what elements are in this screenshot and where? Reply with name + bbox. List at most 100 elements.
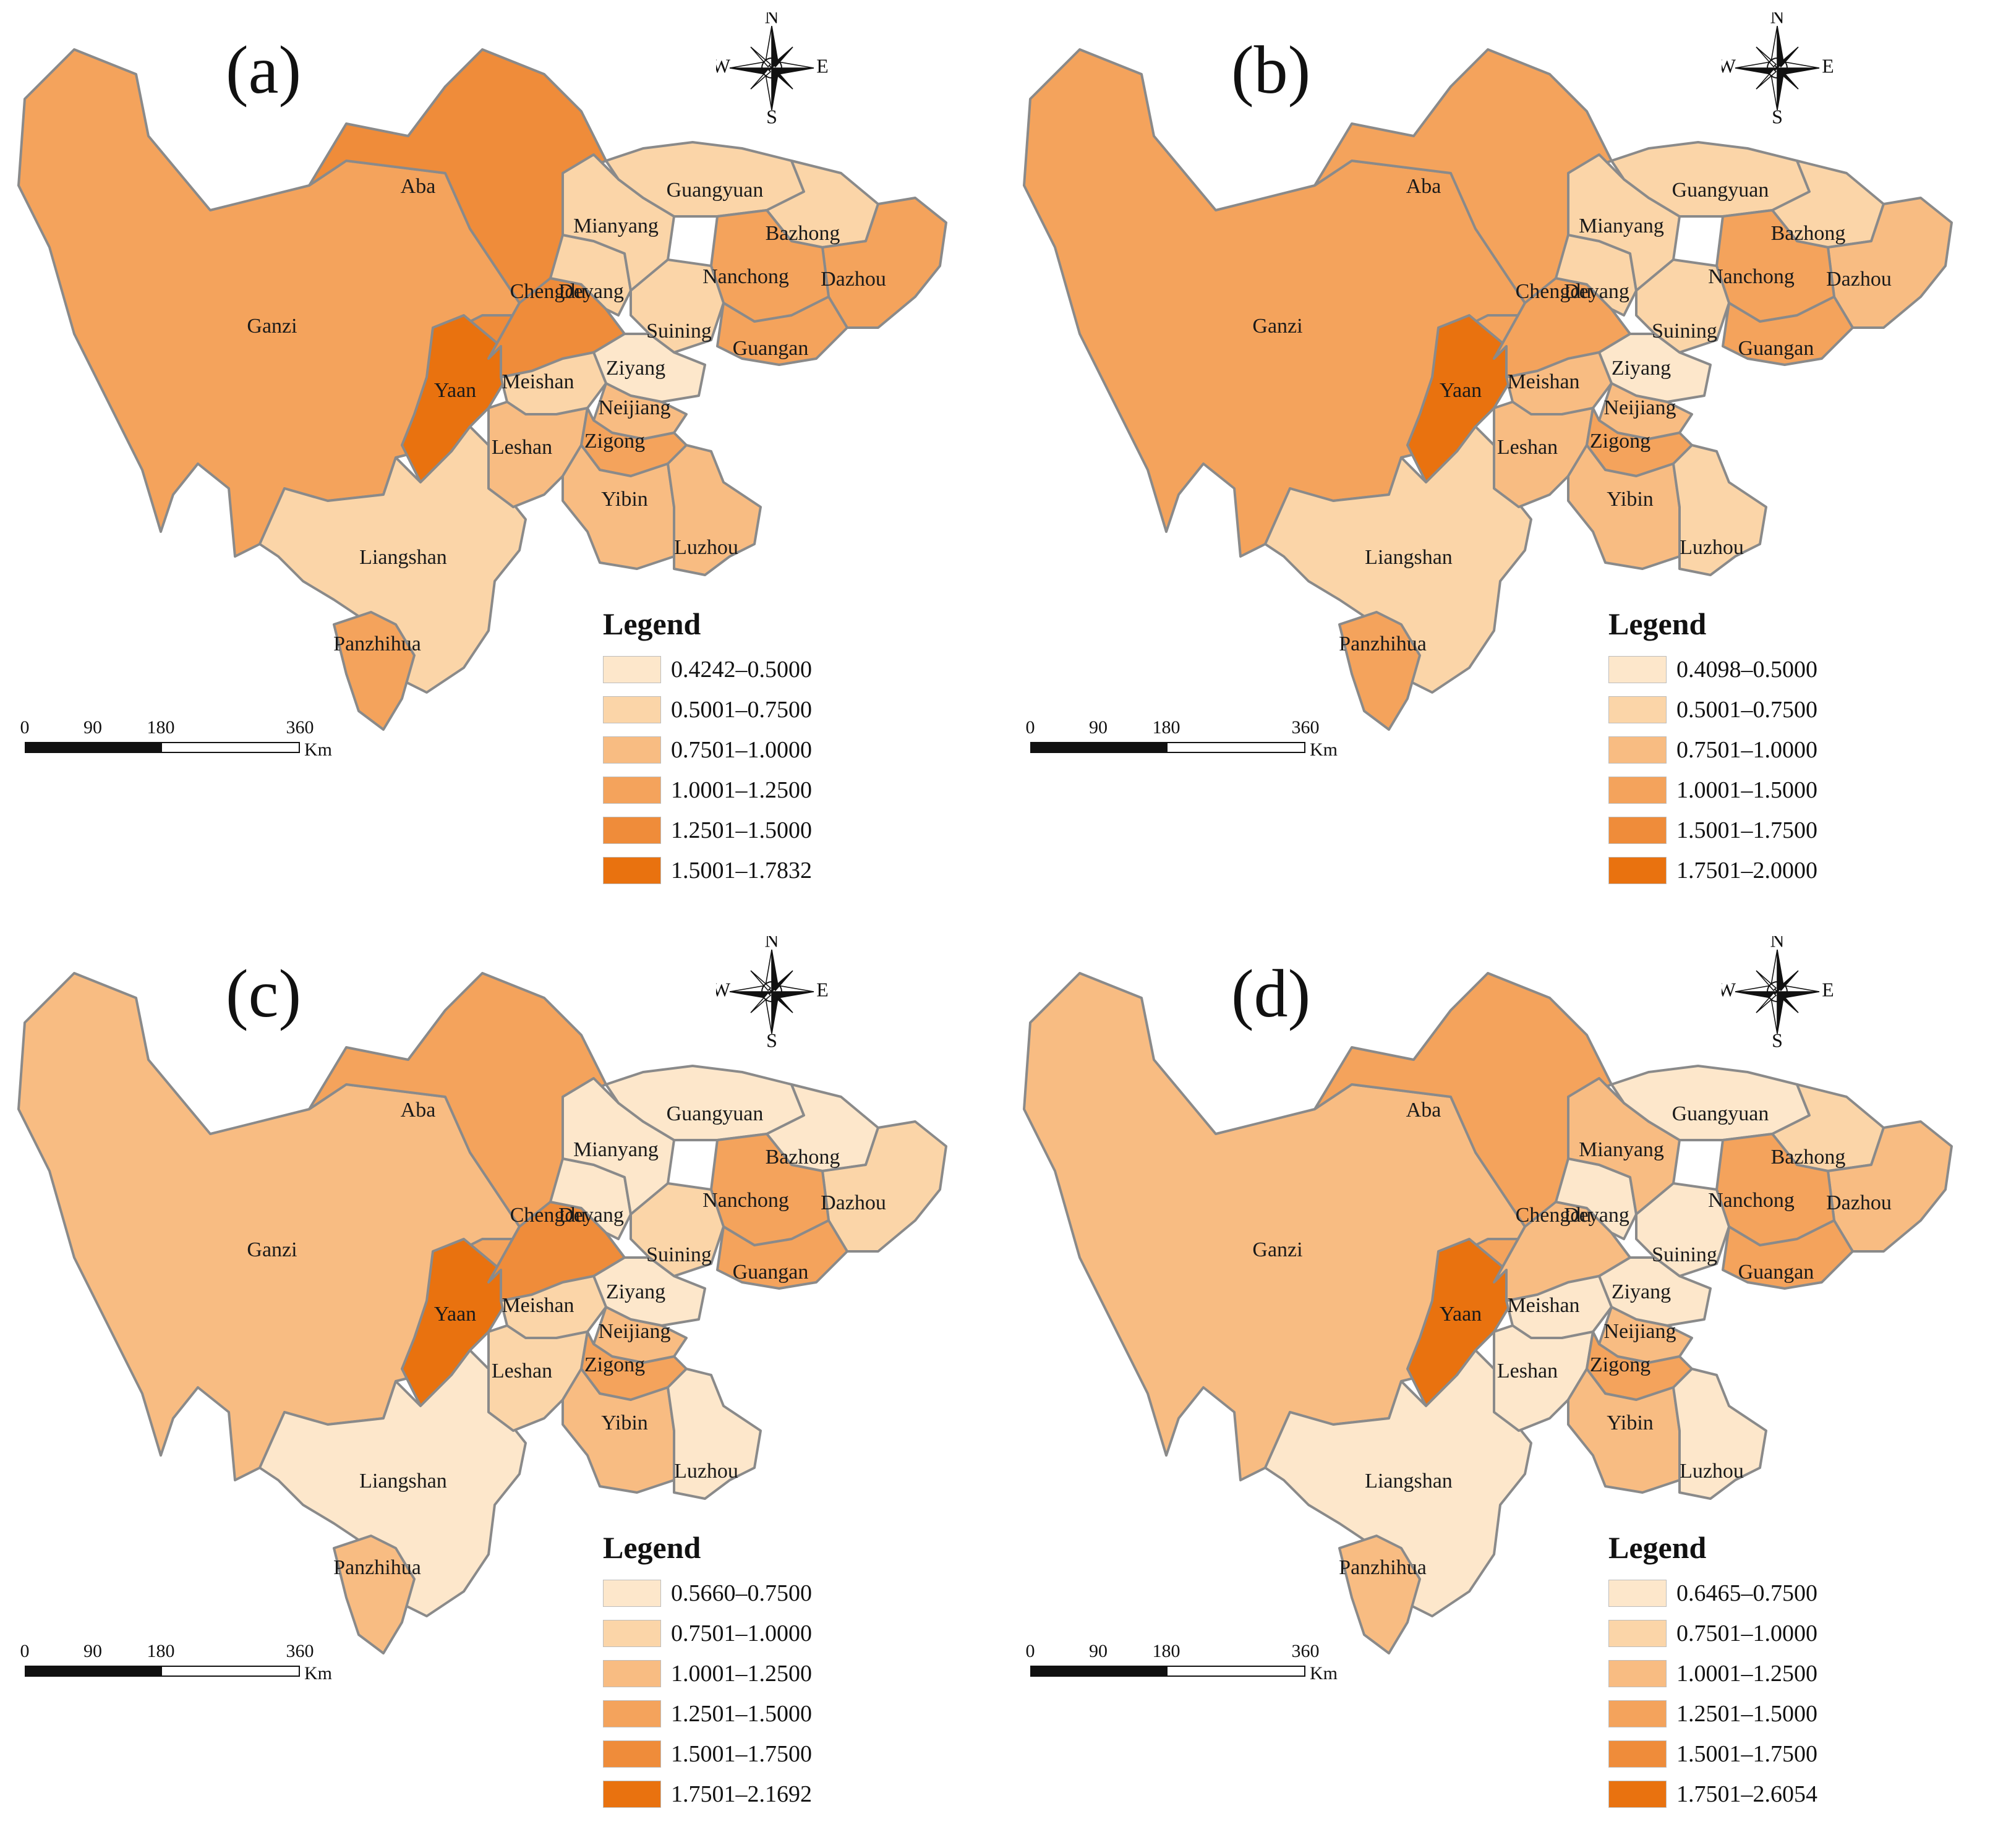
region-label-ziyang: Ziyang: [1612, 357, 1671, 380]
map-panel-b: Ganzi Aba Yaan Liangshan Panzhihua Chengdu Dey…: [1006, 0, 2011, 924]
region-label-deyang: Deyang: [1564, 280, 1629, 303]
scale-tick: 0: [1025, 1641, 1035, 1661]
compass-letter-s: S: [766, 105, 777, 124]
legend-range-label: 0.7501–1.0000: [671, 736, 812, 763]
legend-range-label: 1.5001–1.7500: [1676, 1740, 1817, 1767]
scale-tick: 90: [1089, 1641, 1108, 1661]
region-label-yibin: Yibin: [1607, 1412, 1654, 1434]
legend-swatch: [603, 1579, 661, 1607]
scale-tick: 0: [20, 1641, 30, 1661]
region-label-neijiang: Neijiang: [1603, 396, 1676, 419]
panel-label: (a): [226, 32, 302, 108]
scale-bar: 0 90 180 360 Km: [20, 1641, 371, 1690]
region-dazhou: [821, 1120, 947, 1253]
legend-swatch: [1608, 1740, 1667, 1768]
region-label-guangyuan: Guangyuan: [667, 1102, 764, 1125]
region-label-deyang: Deyang: [558, 280, 624, 303]
compass-letter-w: W: [716, 54, 731, 77]
legend-item: 0.7501–1.0000: [1608, 1613, 1817, 1653]
legend-item: 1.2501–1.5000: [1608, 1693, 1817, 1734]
legend-title: Legend: [603, 607, 701, 641]
region-label-yibin: Yibin: [601, 488, 648, 511]
region-label-guangyuan: Guangyuan: [667, 179, 764, 202]
legend-item: 1.5001–1.7500: [1608, 810, 1817, 850]
scale-tick: 0: [1025, 717, 1035, 738]
legend-range-label: 1.0001–1.2500: [1676, 1660, 1817, 1687]
legend-range-label: 1.5001–1.7832: [671, 857, 812, 884]
region-label-mianyang: Mianyang: [573, 215, 659, 237]
compass-letter-w: W: [1722, 54, 1736, 77]
legend-swatch: [603, 856, 661, 884]
legend-item: 1.0001–1.2500: [1608, 1653, 1817, 1693]
legend: Legend 0.5660–0.7500 0.7501–1.0000 1.0001–1…: [603, 1530, 812, 1814]
region-dazhou: [821, 197, 947, 329]
legend-item: 1.0001–1.5000: [1608, 770, 1817, 810]
region-label-guangyuan: Guangyuan: [1672, 1102, 1769, 1125]
region-label-yibin: Yibin: [1607, 488, 1654, 511]
region-label-meishan: Meishan: [502, 370, 574, 393]
region-label-suining: Suining: [646, 1243, 712, 1266]
legend-range-label: 0.7501–1.0000: [1676, 736, 1817, 763]
scale-tick: 0: [20, 717, 30, 738]
compass-letter-s: S: [1772, 1029, 1783, 1047]
legend: Legend 0.6465–0.7500 0.7501–1.0000 1.0001–1…: [1608, 1530, 1817, 1814]
region-label-dazhou: Dazhou: [821, 268, 886, 291]
choropleth-map: Ganzi Aba Yaan Liangshan Panzhihua ChengduDey…: [1023, 48, 1953, 731]
legend-range-label: 1.0001–1.5000: [1676, 777, 1817, 803]
compass-letter-w: W: [716, 978, 731, 1000]
legend-range-label: 1.2501–1.5000: [671, 817, 812, 843]
legend-range-label: 1.7501–2.1692: [671, 1781, 812, 1807]
legend-range-label: 1.2501–1.5000: [1676, 1700, 1817, 1727]
legend-item: 0.5660–0.7500: [603, 1573, 812, 1613]
legend-item: 0.7501–1.0000: [1608, 730, 1817, 770]
region-label-leshan: Leshan: [1497, 436, 1558, 459]
region-label-bazhong: Bazhong: [1771, 1146, 1846, 1169]
region-label-dazhou: Dazhou: [1826, 268, 1892, 291]
choropleth-map: Ganzi Aba Yaan Liangshan Panzhihua ChengduDey…: [17, 48, 947, 731]
map-panel-d: Ganzi Aba Yaan Liangshan Panzhihua Chengdu Dey…: [1006, 924, 2011, 1847]
region-guangan: [716, 1219, 848, 1290]
region-label-neijiang: Neijiang: [598, 1320, 670, 1343]
region-guangan: [1722, 296, 1854, 366]
region-label-ziyang: Ziyang: [606, 357, 665, 380]
region-guangan: [716, 296, 848, 366]
map-panel-c: Ganzi Aba Yaan Liangshan Panzhihua Chengdu Dey…: [0, 924, 1006, 1847]
region-label-yaan: Yaan: [1440, 379, 1482, 402]
legend-swatch: [603, 1700, 661, 1727]
legend-title: Legend: [1608, 1530, 1707, 1565]
north-arrow-icon: N S E W: [716, 12, 827, 124]
scale-unit: Km: [304, 739, 332, 760]
scale-tick: 180: [147, 717, 175, 738]
scale-unit: Km: [1310, 739, 1338, 760]
scale-tick: 90: [1089, 717, 1108, 738]
legend-swatch: [1608, 1619, 1667, 1647]
legend-range-label: 1.0001–1.2500: [671, 1660, 812, 1687]
region-dazhou: [1827, 1120, 1953, 1253]
compass-letter-e: E: [816, 978, 827, 1000]
legend-swatch: [1608, 1579, 1667, 1607]
compass-letter-e: E: [1822, 54, 1833, 77]
legend-range-label: 0.5001–0.7500: [1676, 696, 1817, 723]
region-label-suining: Suining: [646, 320, 712, 343]
legend-range-label: 0.4242–0.5000: [671, 656, 812, 683]
region-label-liangshan: Liangshan: [1365, 546, 1453, 569]
legend-swatch: [1608, 1700, 1667, 1727]
region-label-yaan: Yaan: [434, 1303, 476, 1326]
legend-item: 1.2501–1.5000: [603, 1693, 812, 1734]
scale-tick: 90: [83, 1641, 102, 1661]
region-panzhihua: [1338, 611, 1421, 731]
legend-swatch: [603, 1740, 661, 1768]
region-guangan: [1722, 1219, 1854, 1290]
region-label-guangan: Guangan: [1738, 337, 1814, 360]
scale-bar-empty: [161, 742, 300, 753]
region-label-guangan: Guangan: [733, 1261, 809, 1284]
scale-tick: 360: [1291, 1641, 1320, 1661]
region-label-chengdu: Chengdu: [1516, 1204, 1592, 1227]
legend-title: Legend: [1608, 607, 1707, 641]
legend-item: 0.5001–0.7500: [603, 689, 812, 730]
legend-range-label: 1.2501–1.5000: [671, 1700, 812, 1727]
region-label-panzhihua: Panzhihua: [333, 1556, 421, 1579]
region-label-zigong: Zigong: [1590, 430, 1650, 453]
region-label-leshan: Leshan: [492, 1360, 552, 1382]
legend: Legend 0.4242–0.5000 0.5001–0.7500 0.7501–1…: [603, 606, 812, 890]
